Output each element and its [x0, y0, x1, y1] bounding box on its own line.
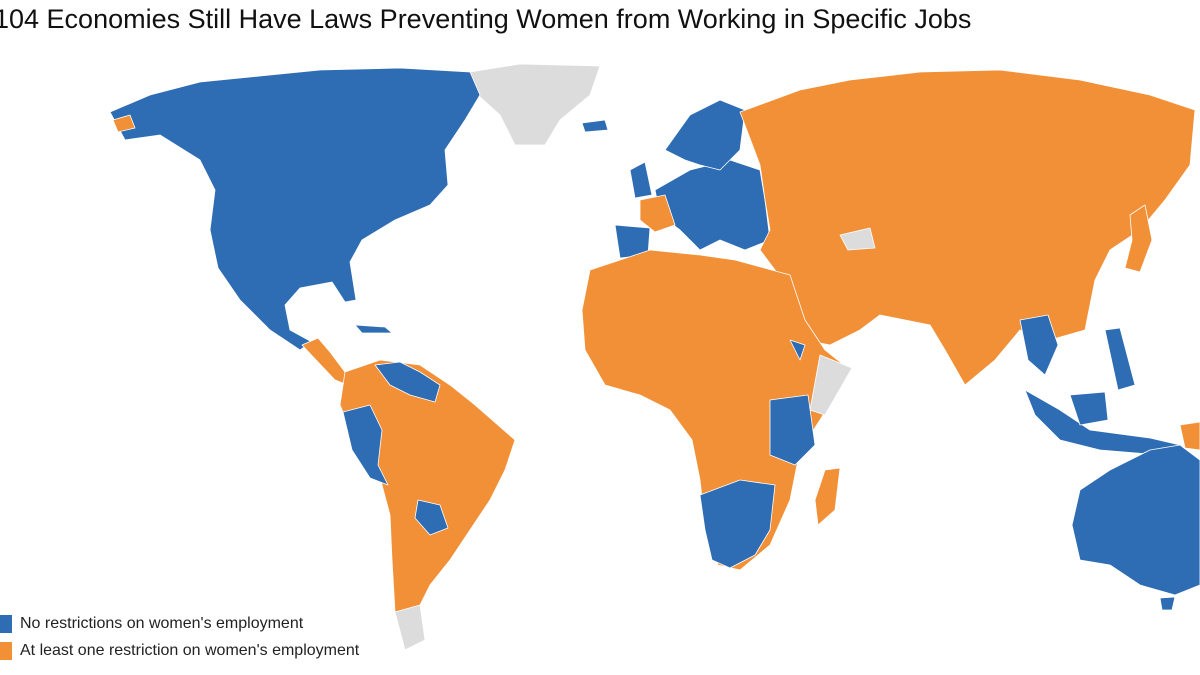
venezuela-guyana — [374, 361, 441, 403]
east-africa — [769, 394, 816, 466]
uk — [629, 161, 653, 199]
tierra-del-fuego — [394, 604, 426, 651]
philippines — [1104, 327, 1136, 391]
greenland — [469, 63, 601, 146]
tasmania — [1159, 596, 1176, 611]
iceland — [581, 119, 609, 133]
legend-label: No restrictions on women's employment — [20, 615, 304, 632]
australia — [1071, 444, 1200, 596]
legend-label: At least one restriction on women's empl… — [20, 642, 360, 659]
world-map — [109, 63, 1200, 651]
europe — [654, 159, 771, 251]
southern-africa — [699, 479, 776, 569]
ethiopia-spot — [789, 339, 806, 361]
north-america — [109, 67, 481, 351]
indochina — [1019, 314, 1059, 376]
paraguay — [414, 499, 449, 536]
papua — [1179, 421, 1200, 451]
legend: No restrictions on women's employment At … — [0, 615, 360, 660]
legend-swatch — [0, 642, 12, 660]
south-america — [339, 359, 516, 631]
caribbean — [354, 324, 393, 334]
asia — [739, 69, 1196, 386]
legend-swatch — [0, 615, 12, 633]
caucasus — [839, 227, 876, 251]
somalia — [809, 354, 853, 416]
scandinavia — [664, 99, 746, 171]
africa — [581, 249, 851, 571]
map-title: 104 Economies Still Have Laws Preventing… — [0, 4, 971, 34]
central-america — [301, 337, 349, 386]
peru — [342, 404, 389, 486]
madagascar — [814, 467, 841, 526]
france — [639, 194, 676, 233]
alaska-islands — [112, 114, 136, 133]
borneo — [1069, 391, 1109, 426]
japan — [1124, 204, 1153, 273]
